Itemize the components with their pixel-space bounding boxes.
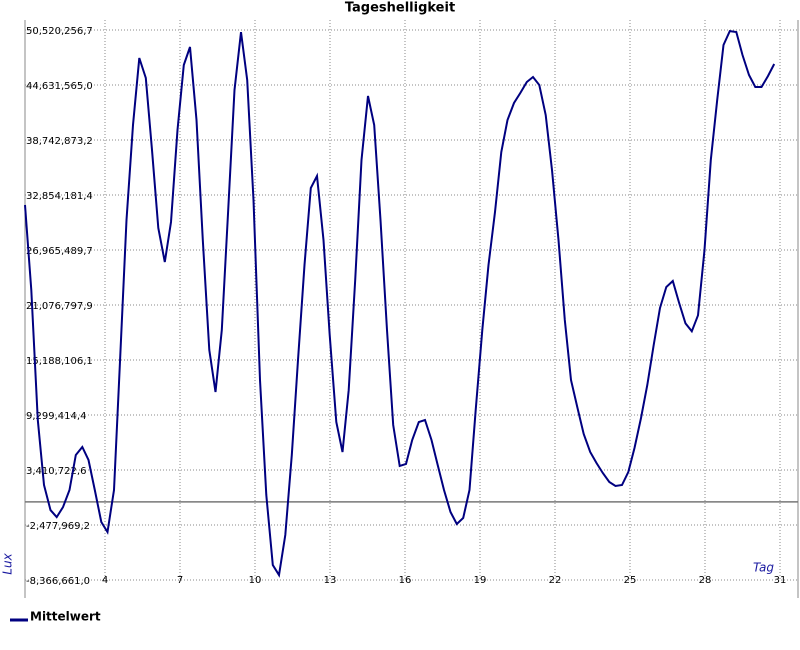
x-tick-label: 16 [399, 575, 412, 586]
y-tick-label: 9,299,414,4 [26, 411, 86, 422]
x-tick-label: 4 [102, 575, 108, 586]
y-tick-label: 3,410,722,6 [26, 466, 86, 477]
y-tick-label: 44,631,565,0 [26, 81, 93, 92]
x-tick-label: 31 [774, 575, 787, 586]
x-tick-label: 25 [624, 575, 637, 586]
y-tick-label: 15,188,106,1 [26, 356, 93, 367]
y-tick-label: 38,742,873,2 [26, 136, 93, 147]
x-tick-label: 28 [699, 575, 712, 586]
data-line [24, 30, 776, 578]
x-tick-label: 7 [177, 575, 183, 586]
y-tick-label: 21,076,797,9 [26, 301, 93, 312]
y-tick-label: -8,366,661,0 [26, 576, 90, 587]
x-tick-label: 22 [549, 575, 562, 586]
y-tick-label: -2,477,969,2 [26, 521, 90, 532]
x-tick-label: 19 [474, 575, 487, 586]
x-tick-label: 10 [249, 575, 262, 586]
y-axis-label: Lux [1, 552, 15, 574]
y-tick-label: 50,520,256,7 [26, 26, 93, 37]
y-tick-label: 32,854,181,4 [26, 191, 93, 202]
y-tick-label: 26,965,489,7 [26, 246, 93, 257]
x-axis-label: Tag [753, 561, 774, 575]
legend-label: Mittelwert [30, 610, 101, 624]
x-tick-label: 13 [324, 575, 337, 586]
chart-title: Tageshelligkeit [345, 1, 455, 16]
